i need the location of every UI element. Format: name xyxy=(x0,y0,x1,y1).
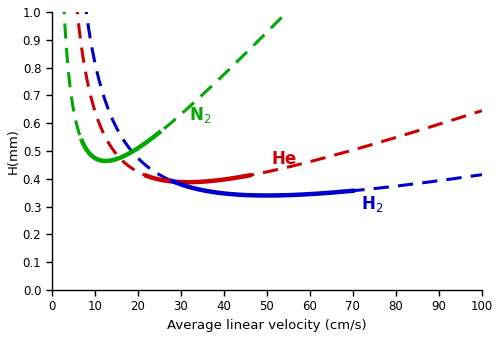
Text: N$_2$: N$_2$ xyxy=(190,105,212,125)
Y-axis label: H(mm): H(mm) xyxy=(7,128,20,174)
Text: H$_2$: H$_2$ xyxy=(362,194,384,214)
X-axis label: Average linear velocity (cm/s): Average linear velocity (cm/s) xyxy=(167,319,366,332)
Text: He: He xyxy=(271,151,296,168)
